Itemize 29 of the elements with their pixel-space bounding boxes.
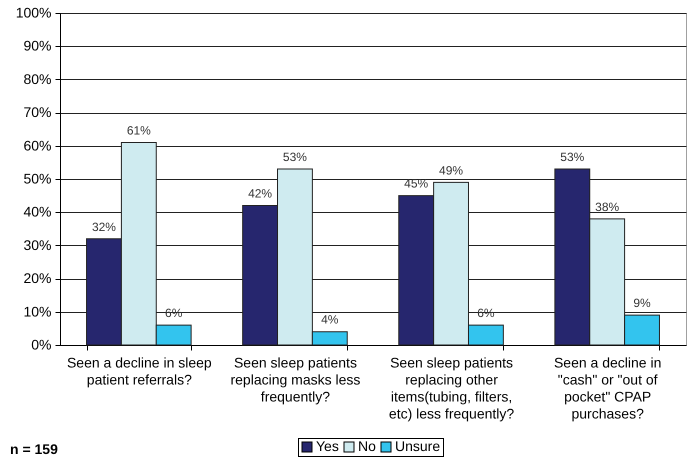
- y-tick-label: 70%: [23, 104, 52, 120]
- data-label: 32%: [92, 220, 116, 234]
- data-label: 9%: [633, 296, 652, 310]
- text: n = 159: [10, 441, 58, 457]
- y-tick-label: 40%: [23, 204, 52, 220]
- y-tick-label: 90%: [23, 38, 52, 54]
- x-tick-label: Seen sleep patients replacing masks less frequently?: [230, 354, 360, 404]
- y-tick-label: 60%: [23, 137, 52, 154]
- y-tick-label: 10%: [23, 303, 52, 320]
- data-label: 53%: [282, 150, 308, 164]
- data-label: 4%: [321, 312, 339, 327]
- legend-label: Yes: [316, 438, 339, 454]
- x-tick-label: Seen sleep patients replacing other items(tubing, filters, etc) less frequently?: [388, 354, 514, 422]
- x-tick-label: Seen a decline in sleep patient referrals?: [66, 354, 212, 388]
- y-tick-label: 50%: [23, 170, 52, 186]
- legend-label: Unsure: [395, 438, 440, 454]
- data-label: 49%: [439, 163, 464, 178]
- data-label: 61%: [126, 123, 152, 138]
- y-tick-label: 20%: [23, 270, 52, 286]
- y-tick-label: 30%: [23, 236, 52, 253]
- data-label: 45%: [404, 176, 429, 191]
- legend-label: No: [358, 438, 376, 454]
- data-label: 53%: [560, 150, 585, 164]
- y-tick-label: 100%: [16, 4, 52, 20]
- data-label: 38%: [595, 200, 620, 214]
- y-tick-label: 80%: [23, 70, 52, 87]
- y-tick-label: 0%: [31, 336, 52, 352]
- x-tick-label: Seen a decline in "cash" or "out of pocket" CPAP purchases?: [554, 354, 662, 422]
- data-label: 42%: [248, 186, 272, 201]
